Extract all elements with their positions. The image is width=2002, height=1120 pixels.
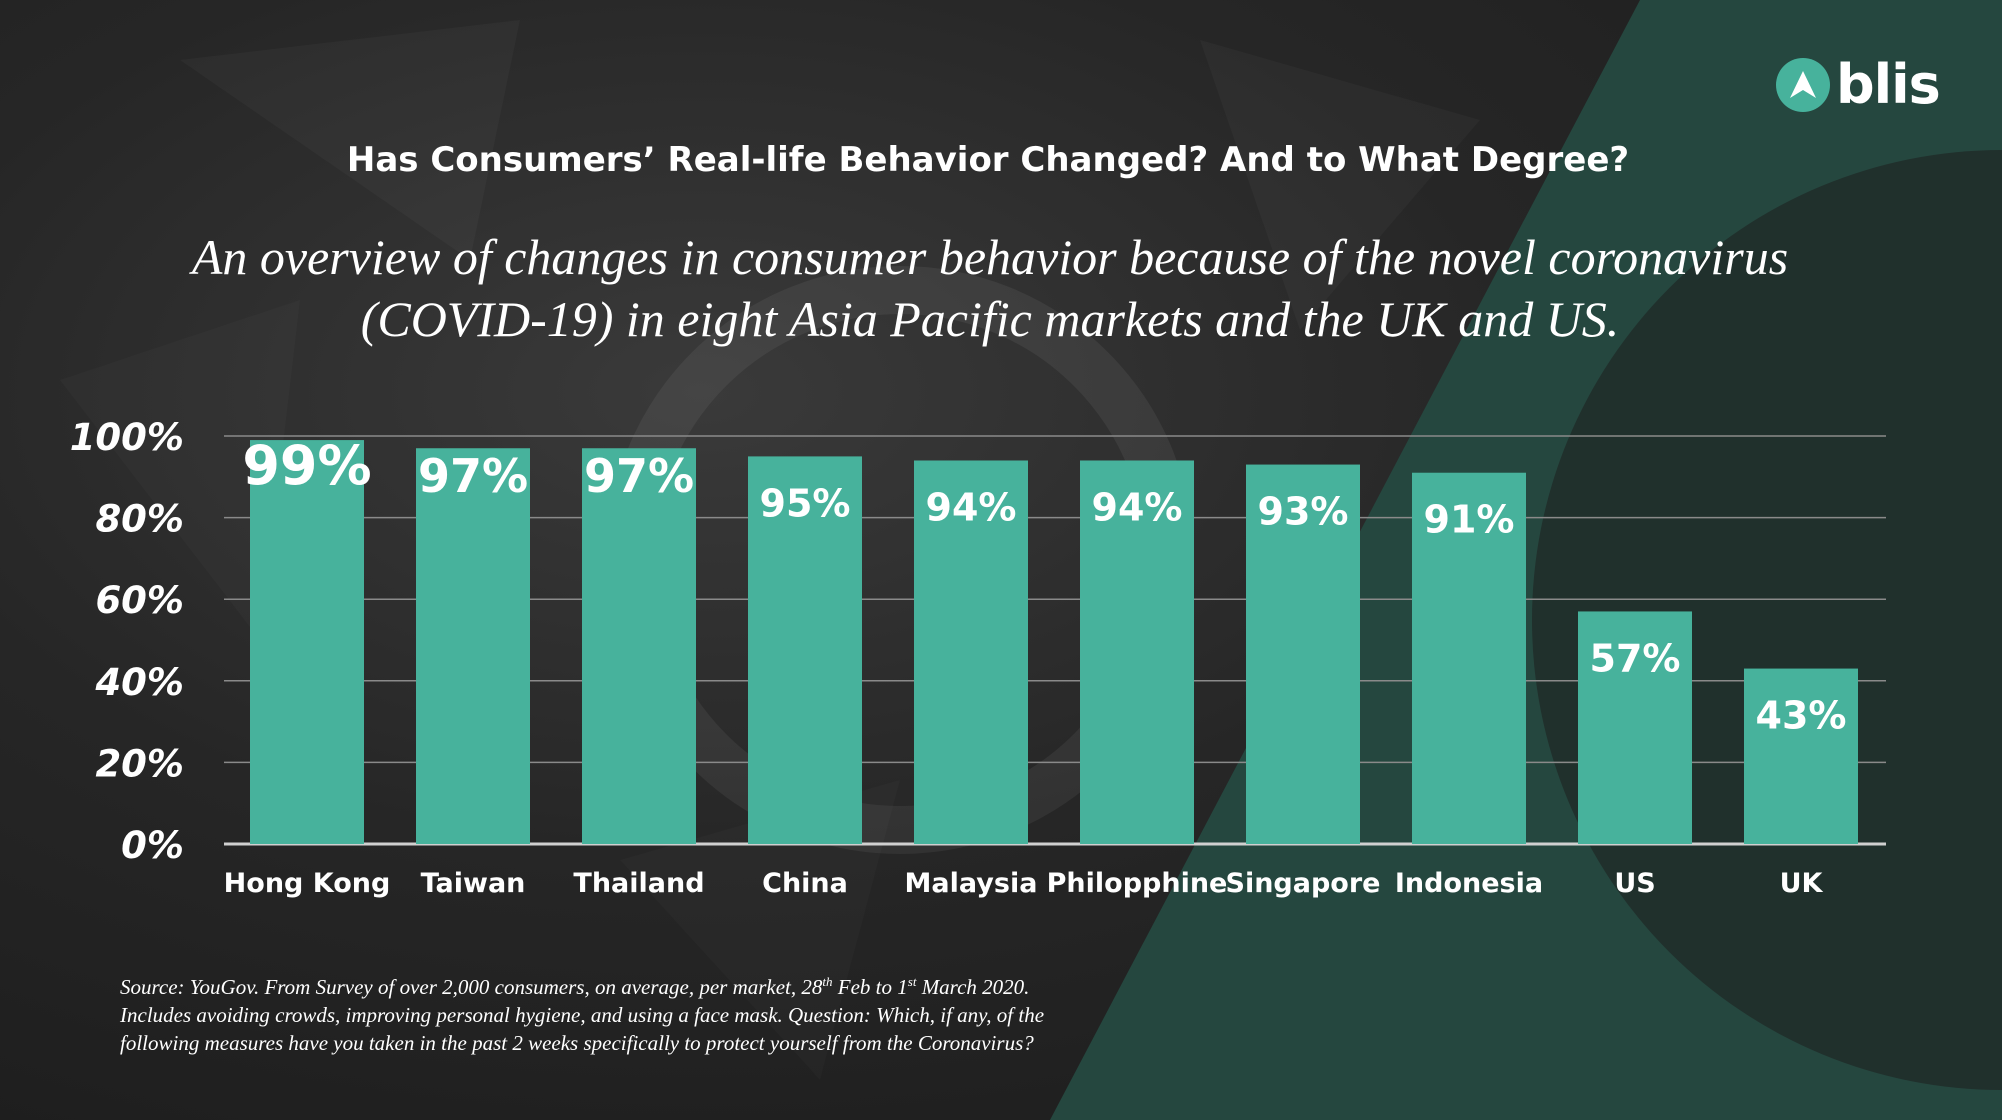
x-tick-label: Thailand (573, 868, 704, 899)
data-label: 57% (1590, 636, 1681, 680)
x-tick-label: US (1614, 868, 1655, 899)
y-tick-label: 40% (94, 661, 184, 704)
data-label: 94% (926, 485, 1017, 529)
x-tick-label: Taiwan (421, 868, 526, 899)
data-label: 91% (1424, 498, 1515, 542)
data-label: 97% (584, 449, 694, 503)
bar (1412, 472, 1526, 844)
bar (914, 460, 1028, 844)
y-tick-label: 20% (95, 742, 184, 785)
source-line-3: following measures have you taken in the… (120, 1031, 1034, 1055)
bar (250, 440, 364, 844)
bar (416, 448, 530, 844)
source-text: March 2020. (916, 975, 1030, 999)
x-tick-label: China (762, 868, 848, 899)
data-label: 99% (242, 434, 371, 497)
blis-logo: blis (1776, 53, 1941, 116)
bar (1744, 668, 1858, 844)
corner-shadow (1532, 150, 2002, 1090)
source-line-2: Includes avoiding crowds, improving pers… (120, 1003, 1045, 1027)
bar (748, 456, 862, 844)
subtitle-line-2: (COVID-19) in eight Asia Pacific markets… (360, 291, 1620, 347)
source-note: Source: YouGov. From Survey of over 2,00… (120, 968, 1200, 1057)
x-tick-label: UK (1780, 868, 1824, 899)
data-label: 95% (760, 481, 851, 525)
bar (582, 448, 696, 844)
x-tick-label: Hong Kong (224, 868, 391, 899)
x-tick-label: Philopphine (1047, 868, 1228, 899)
source-text: Source: YouGov. From Survey of over 2,00… (120, 975, 823, 999)
subtitle-line-1: An overview of changes in consumer behav… (191, 229, 1789, 285)
data-label: 93% (1258, 490, 1349, 534)
y-tick-label: 100% (70, 416, 184, 459)
subtitle: An overview of changes in consumer behav… (100, 226, 1880, 350)
source-line-1: Source: YouGov. From Survey of over 2,00… (120, 968, 1200, 1001)
x-tick-label: Malaysia (905, 868, 1038, 899)
source-sup: th (822, 974, 833, 989)
blis-arrow-icon (1776, 58, 1830, 112)
data-label: 94% (1092, 485, 1183, 529)
data-label: 43% (1756, 694, 1847, 738)
bar (1080, 460, 1194, 844)
y-tick-label: 0% (121, 824, 184, 867)
source-text: Feb to 1 (832, 975, 908, 999)
y-tick-label: 60% (95, 579, 184, 622)
source-sup: st (907, 974, 917, 989)
data-label: 97% (418, 449, 528, 503)
bar (1246, 464, 1360, 844)
headline: Has Consumers’ Real-life Behavior Change… (346, 140, 1630, 180)
x-tick-label: Singapore (1226, 868, 1381, 899)
bar (1578, 611, 1692, 844)
x-tick-label: Indonesia (1395, 868, 1543, 899)
logo-text: blis (1836, 53, 1941, 116)
bar-chart: 0% 20% 40% 60% 80% 100% 99% Hong Kong 97% Taiwan 9… (70, 416, 1886, 899)
y-tick-label: 80% (95, 498, 184, 541)
arrow-glyph (1790, 71, 1816, 98)
